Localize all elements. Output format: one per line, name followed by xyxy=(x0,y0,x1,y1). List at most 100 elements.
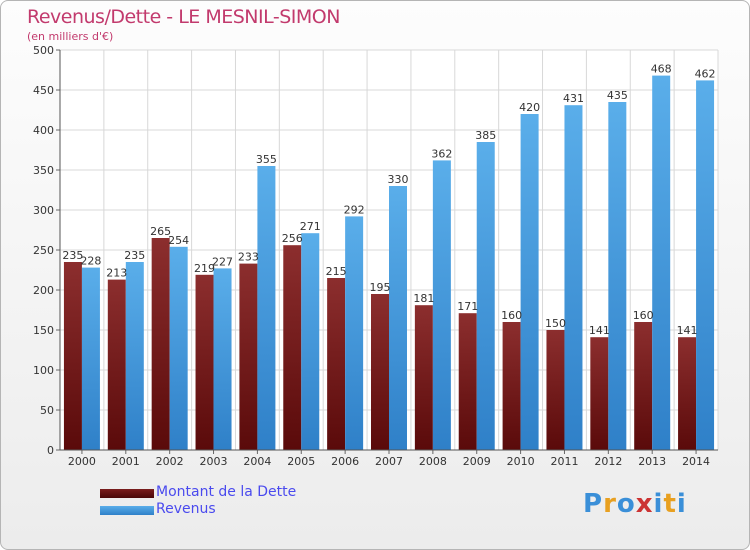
y-tick-label: 300 xyxy=(33,204,54,217)
bar-dette xyxy=(195,274,214,450)
bar-dette xyxy=(502,322,521,450)
legend-label-dette: Montant de la Dette xyxy=(156,484,297,500)
logo-letter: o xyxy=(616,489,636,519)
y-tick-label: 350 xyxy=(33,164,54,177)
bar-dette xyxy=(590,337,609,450)
x-tick-label: 2004 xyxy=(243,455,271,468)
bar-dette xyxy=(327,278,346,450)
bar-revenus xyxy=(257,166,276,450)
data-label-revenus: 468 xyxy=(651,63,672,76)
bar-revenus xyxy=(652,75,671,450)
bars xyxy=(63,75,715,451)
data-label-dette: 150 xyxy=(545,317,566,330)
bar-revenus xyxy=(389,186,407,450)
data-label-dette: 215 xyxy=(326,265,347,278)
bar-revenus xyxy=(125,262,144,450)
data-label-dette: 141 xyxy=(677,324,698,337)
bar-revenus xyxy=(520,114,539,450)
x-tick-label: 2003 xyxy=(200,455,228,468)
data-label-revenus: 435 xyxy=(607,89,628,102)
y-tick-label: 100 xyxy=(33,364,54,377)
x-tick-label: 2006 xyxy=(331,455,359,468)
logo-letter: r xyxy=(603,489,617,519)
logo-letter: x xyxy=(635,489,654,519)
bar-revenus xyxy=(213,268,232,450)
data-label-revenus: 355 xyxy=(256,153,277,166)
logo-letter: P xyxy=(583,489,604,519)
logo-letter: i xyxy=(653,489,664,519)
chart-subtitle: (en milliers d'€) xyxy=(27,30,114,43)
y-tick-label: 500 xyxy=(33,44,54,57)
x-tick-label: 2013 xyxy=(638,455,666,468)
bar-revenus xyxy=(564,105,583,450)
x-tick-label: 2007 xyxy=(375,455,403,468)
bar-dette xyxy=(107,279,126,450)
x-tick-label: 2014 xyxy=(682,455,710,468)
x-tick-label: 2000 xyxy=(68,455,96,468)
bar-dette xyxy=(458,313,477,450)
logo-letter: t xyxy=(663,489,677,519)
x-tick-label: 2010 xyxy=(507,455,535,468)
data-label-dette: 235 xyxy=(62,249,83,262)
data-label-dette: 181 xyxy=(413,292,434,305)
chart-title: Revenus/Dette - LE MESNIL-SIMON xyxy=(27,6,340,28)
y-tick-label: 200 xyxy=(33,284,54,297)
y-tick-label: 0 xyxy=(47,444,54,457)
x-tick-label: 2011 xyxy=(550,455,578,468)
x-tick-label: 2005 xyxy=(287,455,315,468)
data-label-revenus: 462 xyxy=(695,67,716,80)
bar-revenus xyxy=(608,102,627,450)
proxiti-logo: Proxiti xyxy=(583,489,687,519)
x-tick-label: 2012 xyxy=(594,455,622,468)
data-label-revenus: 235 xyxy=(124,249,145,262)
axes: 0 50 100 150 200 250 300 350 400 450 500 2000 2001 20… xyxy=(33,44,718,468)
bar-revenus xyxy=(301,233,320,450)
data-label-revenus: 330 xyxy=(388,173,409,186)
bar-revenus xyxy=(345,216,364,450)
data-label-dette: 265 xyxy=(150,225,171,238)
bar-dette xyxy=(546,330,565,450)
data-label-dette: 256 xyxy=(282,232,303,245)
bar-revenus xyxy=(432,160,451,450)
bar-dette xyxy=(151,238,170,450)
bar-dette xyxy=(63,262,82,450)
bar-revenus xyxy=(696,80,715,451)
data-label-revenus: 227 xyxy=(212,255,233,268)
data-label-dette: 233 xyxy=(238,251,259,264)
data-label-revenus: 254 xyxy=(168,234,189,247)
bar-dette xyxy=(283,245,302,450)
data-label-revenus: 271 xyxy=(300,220,321,233)
x-tick-label: 2008 xyxy=(419,455,447,468)
data-label-revenus: 431 xyxy=(563,92,584,105)
bar-revenus xyxy=(476,142,495,450)
legend-swatch-revenus xyxy=(100,506,154,515)
y-tick-label: 250 xyxy=(33,244,54,257)
y-tick-label: 400 xyxy=(33,124,54,137)
y-tick-label: 450 xyxy=(33,84,54,97)
y-tick-label: 50 xyxy=(40,404,54,417)
data-label-dette: 171 xyxy=(457,300,478,313)
data-label-dette: 141 xyxy=(589,324,610,337)
data-label-dette: 160 xyxy=(501,309,522,322)
x-tick-label: 2002 xyxy=(156,455,184,468)
data-label-revenus: 292 xyxy=(344,203,365,216)
y-tick-label: 150 xyxy=(33,324,54,337)
legend-label-revenus: Revenus xyxy=(156,501,216,517)
data-label-dette: 213 xyxy=(106,267,127,280)
bar-dette xyxy=(634,322,653,450)
legend-swatch-dette xyxy=(100,489,154,498)
bar-dette xyxy=(678,337,697,450)
x-tick-label: 2009 xyxy=(463,455,491,468)
data-label-revenus: 228 xyxy=(80,255,101,268)
data-label-revenus: 385 xyxy=(475,129,496,142)
data-label-revenus: 420 xyxy=(519,101,540,114)
bar-dette xyxy=(239,263,258,450)
data-label-revenus: 362 xyxy=(431,147,452,160)
bar-revenus xyxy=(169,246,188,450)
data-label-dette: 160 xyxy=(633,309,654,322)
x-tick-label: 2001 xyxy=(112,455,140,468)
data-label-dette: 219 xyxy=(194,262,215,275)
logo-letter: i xyxy=(676,489,687,519)
